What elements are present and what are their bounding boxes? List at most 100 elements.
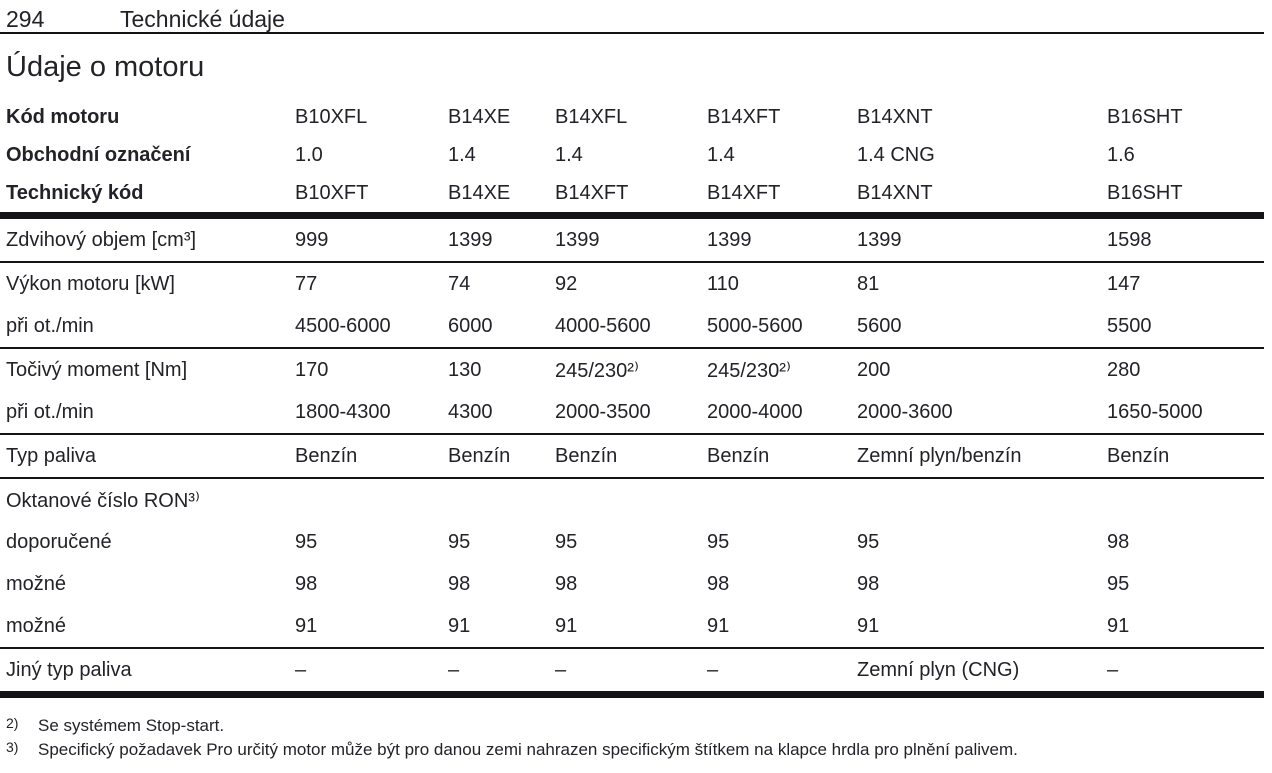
row-label: Zdvihový objem [cm³]	[0, 215, 295, 263]
cell-value: 2000-3600	[857, 391, 1107, 435]
table-row-power: Výkon motoru [kW] 77 74 92 110 81 147	[0, 262, 1264, 305]
table-row-fuel-type: Typ paliva Benzín Benzín Benzín Benzín Z…	[0, 434, 1264, 479]
cell-value: 95	[555, 530, 578, 553]
row-label: Typ paliva	[0, 434, 295, 479]
table-row-torque-rpm: při ot./min 1800-4300 4300 2000-3500 200…	[0, 391, 1264, 435]
cell-value	[1107, 478, 1264, 521]
cell-value: –	[555, 648, 707, 698]
cell-value: Zemní plyn (CNG)	[857, 648, 1107, 698]
cell-value: 91	[295, 605, 448, 649]
cell-value: 4500-6000	[295, 305, 448, 349]
cell-value: Benzín	[555, 434, 707, 479]
cell-value: B16SHT	[1107, 174, 1264, 219]
cell-value: 245/230²⁾	[555, 359, 639, 382]
page-number: 294	[6, 6, 45, 32]
footnotes: 2) Se systémem Stop-start. 3) Specifický…	[0, 714, 1272, 762]
cell-value: 91	[707, 605, 857, 649]
cell-value	[707, 478, 857, 521]
row-label: Oktanové číslo RON³⁾	[6, 489, 200, 512]
cell-value: B14XFT	[707, 105, 781, 128]
cell-value: 1.4	[707, 143, 735, 166]
cell-value: 81	[857, 272, 880, 295]
cell-value: –	[448, 648, 555, 698]
cell-value: 5600	[857, 305, 1107, 349]
cell-value: 200	[857, 358, 891, 381]
row-label: Technický kód	[0, 174, 295, 219]
cell-value: 95	[707, 530, 730, 553]
cell-value: 77	[295, 272, 318, 295]
cell-value: 5500	[1107, 305, 1264, 349]
cell-value: 91	[448, 605, 555, 649]
footnote-text: Specifický požadavek Pro určitý motor mů…	[38, 740, 1018, 759]
cell-value: 999	[295, 215, 448, 263]
cell-value: 6000	[448, 305, 555, 349]
cell-value: 91	[1107, 605, 1264, 649]
cell-value: B14XFL	[555, 105, 628, 128]
cell-value: 280	[1107, 358, 1141, 381]
row-label: doporučené	[6, 530, 112, 553]
row-label: Točivý moment [Nm]	[6, 358, 188, 381]
cell-value: 1399	[857, 215, 1107, 263]
table-row-octane-heading: Oktanové číslo RON³⁾	[0, 478, 1264, 521]
cell-value: –	[1107, 648, 1264, 698]
cell-value: 98	[1107, 530, 1130, 553]
cell-value: 92	[555, 272, 578, 295]
cell-value: 98	[448, 572, 471, 595]
footnote-text: Se systémem Stop-start.	[38, 716, 225, 735]
cell-value: B10XFT	[295, 174, 448, 219]
table-row-octane-possible-91: možné 91 91 91 91 91 91	[0, 605, 1264, 649]
cell-value: 1.4	[555, 143, 583, 166]
cell-value: 98	[295, 572, 318, 595]
table-row-engine-code: Kód motoru B10XFL B14XE B14XFL B14XFT B1…	[0, 98, 1264, 136]
row-label: možné	[6, 572, 67, 595]
cell-value: 4300	[448, 391, 555, 435]
engine-data-table: Kód motoru B10XFL B14XE B14XFL B14XFT B1…	[0, 98, 1264, 698]
table-row-other-fuel: Jiný typ paliva – – – – Zemní plyn (CNG)…	[0, 648, 1264, 698]
cell-value: 74	[448, 272, 471, 295]
cell-value: B14XE	[448, 174, 555, 219]
cell-value: 2000-3500	[555, 391, 707, 435]
cell-value: 1399	[707, 215, 857, 263]
cell-value: 1.6	[1107, 143, 1135, 166]
cell-value: 95	[1107, 572, 1130, 595]
table-row-octane-recommended: doporučené 95 95 95 95 95 98	[0, 521, 1264, 563]
cell-value	[295, 478, 448, 521]
cell-value: 98	[857, 572, 880, 595]
cell-value: B14XFT	[707, 174, 857, 219]
cell-value: 170	[295, 358, 329, 381]
cell-value: –	[295, 648, 448, 698]
cell-value: Benzín	[448, 434, 555, 479]
cell-value: 1650-5000	[1107, 391, 1264, 435]
cell-value: 5000-5600	[707, 305, 857, 349]
cell-value: 95	[857, 530, 880, 553]
table-row-power-rpm: při ot./min 4500-6000 6000 4000-5600 500…	[0, 305, 1264, 349]
cell-value: 95	[448, 530, 471, 553]
cell-value: 130	[448, 358, 482, 381]
row-label: Kód motoru	[6, 105, 120, 128]
cell-value: 110	[707, 272, 739, 295]
cell-value: 1399	[555, 215, 707, 263]
cell-value: –	[707, 648, 857, 698]
footnote-marker: 3)	[6, 739, 19, 755]
cell-value: B10XFL	[295, 105, 368, 128]
cell-value: 91	[555, 605, 707, 649]
cell-value: B14XE	[448, 105, 511, 128]
cell-value: 1.4 CNG	[857, 143, 935, 166]
cell-value: B14XFT	[555, 174, 707, 219]
cell-value	[857, 478, 1107, 521]
cell-value: 98	[555, 572, 578, 595]
cell-value: 98	[707, 572, 730, 595]
row-label: Výkon motoru [kW]	[6, 272, 175, 295]
cell-value: Benzín	[707, 434, 857, 479]
footnote-marker: 2)	[6, 715, 19, 731]
table-row-technical-code: Technický kód B10XFT B14XE B14XFT B14XFT…	[0, 174, 1264, 219]
cell-value: 1598	[1107, 215, 1264, 263]
cell-value: B14XNT	[857, 174, 1107, 219]
cell-value: 1.4	[448, 143, 476, 166]
cell-value: B16SHT	[1107, 105, 1183, 128]
cell-value	[555, 478, 707, 521]
cell-value: 1.0	[295, 143, 323, 166]
cell-value: 2000-4000	[707, 391, 857, 435]
table-row-torque: Točivý moment [Nm] 170 130 245/230²⁾ 245…	[0, 348, 1264, 391]
cell-value: Zemní plyn/benzín	[857, 434, 1107, 479]
